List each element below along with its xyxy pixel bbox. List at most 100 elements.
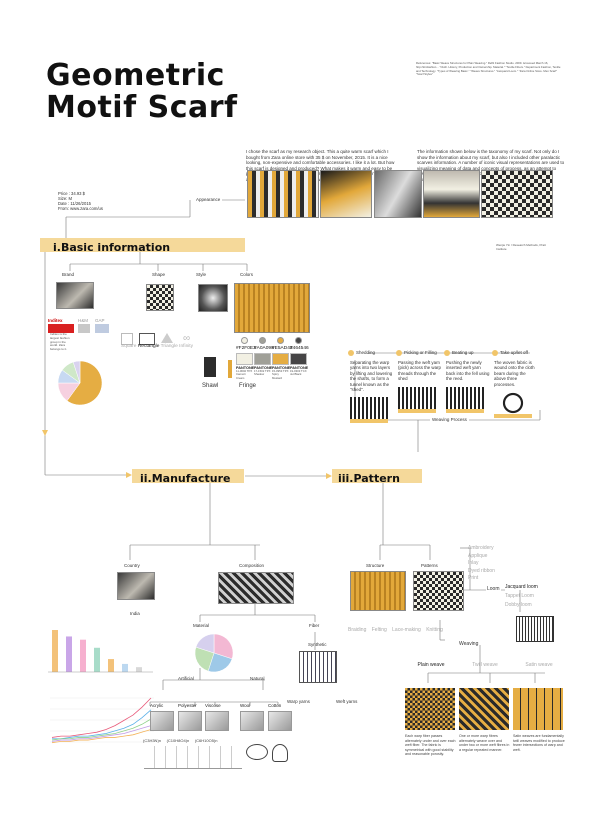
- pantone-name: 17-1502 TPX Shadow: [254, 369, 271, 377]
- title-line-1: Geometric: [46, 58, 225, 93]
- cotton-icon: [272, 744, 288, 762]
- color-code: #464546: [290, 346, 309, 351]
- node-india: India: [130, 611, 140, 616]
- step-name: Take up/let off: [500, 350, 528, 355]
- color-dot: [295, 337, 302, 344]
- weave-diagram: [459, 688, 509, 730]
- shape-infinity-icon: ∞: [183, 333, 191, 344]
- material-pie-slice-1: [207, 652, 233, 673]
- node-structure: Structure: [366, 563, 385, 568]
- section-basic-title: i.Basic information: [53, 241, 171, 254]
- brand-hm: H&M: [78, 318, 90, 333]
- node-patterns: Patterns: [421, 563, 438, 568]
- bar-6: [136, 667, 142, 672]
- loom-jacquard: Jacquard loom: [505, 584, 538, 590]
- material-photo: [240, 711, 264, 731]
- brand-share-pie: [57, 360, 103, 406]
- fringe-icon: [228, 360, 232, 378]
- node-weaving: Weaving: [459, 641, 479, 647]
- step-name: Shedding: [356, 350, 376, 355]
- material-label: Viscose: [205, 703, 221, 708]
- node-country: Country: [124, 563, 140, 568]
- appearance-label: Appearance: [196, 197, 221, 202]
- size: Size: M: [58, 196, 72, 201]
- shape-rectangle-icon: [139, 333, 155, 345]
- loom-dobby: Dobby loom: [505, 602, 532, 608]
- price: Price : 34.93 $: [58, 191, 86, 196]
- credit: Wenjie Yin / Research Methods, Pratt Ins…: [496, 243, 546, 251]
- bar-2: [80, 639, 86, 672]
- color-chip: [254, 353, 271, 365]
- series-line-1: [52, 709, 152, 740]
- pantone-name: 19-0303 TCX Jet Black: [290, 369, 307, 377]
- style-shawl: Shawl: [202, 383, 219, 389]
- node-fiber: Fiber: [309, 623, 320, 628]
- node-artificial: Artificial: [178, 676, 194, 681]
- formula-acrylic: (C3H3N)n: [143, 738, 162, 743]
- shape-labels: Square Rectangle Triangle Infinity: [121, 344, 193, 349]
- material-photo: [268, 711, 292, 731]
- shape-square-label: Square: [121, 344, 137, 349]
- step-name: Beating up: [452, 350, 474, 355]
- structure-methods: Braiding Felting Lace-making Knitting: [348, 627, 443, 633]
- shape-square-icon: [121, 333, 133, 345]
- brand-hm-name: H&M: [78, 318, 88, 323]
- node-weft-yarns: Weft yarns: [336, 699, 358, 704]
- color-code: #E5AD43: [272, 346, 293, 351]
- shape-triangle-icon: [161, 333, 173, 343]
- color-swatch-1: #A0A098 PANTONE 17-1502 TPX Shadow: [254, 337, 274, 377]
- shape-photo: [146, 284, 174, 311]
- shape-rectangle-label: Rectangle: [137, 344, 160, 349]
- bar-4: [108, 659, 114, 672]
- step-illustration: [494, 392, 532, 419]
- node-brand: Brand: [62, 272, 75, 277]
- references: References: "Basic Weave Structures for …: [416, 61, 561, 77]
- bar-0: [52, 630, 58, 672]
- material-pie-slice-2: [194, 646, 215, 672]
- color-dot: [277, 337, 284, 344]
- country-photo: [117, 572, 155, 600]
- weave-1: Plain weave Each warp fiber passes altern…: [405, 662, 457, 757]
- color-code: #A0A098: [254, 346, 274, 351]
- pantone-label: PANTONE: [254, 366, 273, 370]
- material-pie: [194, 633, 234, 673]
- step-text: The woven fabric is wound onto the cloth…: [494, 360, 535, 387]
- step-dot: [444, 350, 450, 356]
- patterns-photo: [413, 571, 464, 611]
- weaving-step-3: Beating up Pushing the newly inserted wef…: [444, 350, 490, 413]
- weave-note: One or more warp fibres alternately weav…: [459, 734, 510, 752]
- brand-photo: [56, 282, 94, 309]
- step-text: Passing the weft yarn (pick) across the …: [398, 360, 441, 382]
- color-swatch-2: #E5AD43 PANTONE 15-0953 TPX Spicy Mustard: [272, 337, 293, 380]
- step-name: Picking or Filling: [404, 350, 437, 355]
- weave-note: Satin weaves are fundamentally twill wea…: [513, 734, 565, 752]
- loom-list: Jacquard loom Tappet Loom Dobby loom: [505, 583, 538, 610]
- formula-polyester: (C10H8O4)n: [166, 738, 190, 743]
- pattern-applique: Applique: [468, 552, 488, 559]
- color-code: #F2F0E3: [236, 346, 256, 351]
- bar-5: [122, 663, 128, 672]
- scarf-photo-3: [374, 170, 422, 218]
- shape-infinity-label: Infinity: [179, 344, 194, 349]
- formula-viscose: (C6H10O5)n: [194, 738, 218, 743]
- pantone-label: PANTONE: [290, 366, 309, 370]
- title-line-2: Motif Scarf: [46, 90, 238, 125]
- shape-triangle-label: Triangle: [160, 344, 178, 349]
- step-dot: [396, 350, 402, 356]
- node-colors: Colors: [240, 272, 254, 277]
- style-photo: [198, 284, 228, 312]
- date: Date : 11/26/2015: [58, 201, 91, 206]
- section-basic-information: i.Basic information: [40, 238, 245, 254]
- material-photo: [205, 711, 229, 731]
- material-acrylic: Acrylic: [150, 703, 176, 731]
- brand-note: Inditex is the largest fashion group in …: [50, 332, 70, 352]
- basic-info: Price : 34.93 $ Size: M Date : 11/26/201…: [58, 191, 103, 211]
- loom-icon: [516, 616, 554, 642]
- material-pie-slice-3: [195, 633, 215, 654]
- weaving-step-2: Picking or Filling Passing the weft yarn …: [396, 350, 442, 413]
- fiber-diagram: [299, 651, 337, 683]
- brand-gap: GAP: [95, 318, 109, 333]
- pantone-name: 11-0602 TPX Cannoli Cream: [236, 369, 253, 380]
- brand-pie-slice-4: [72, 360, 81, 384]
